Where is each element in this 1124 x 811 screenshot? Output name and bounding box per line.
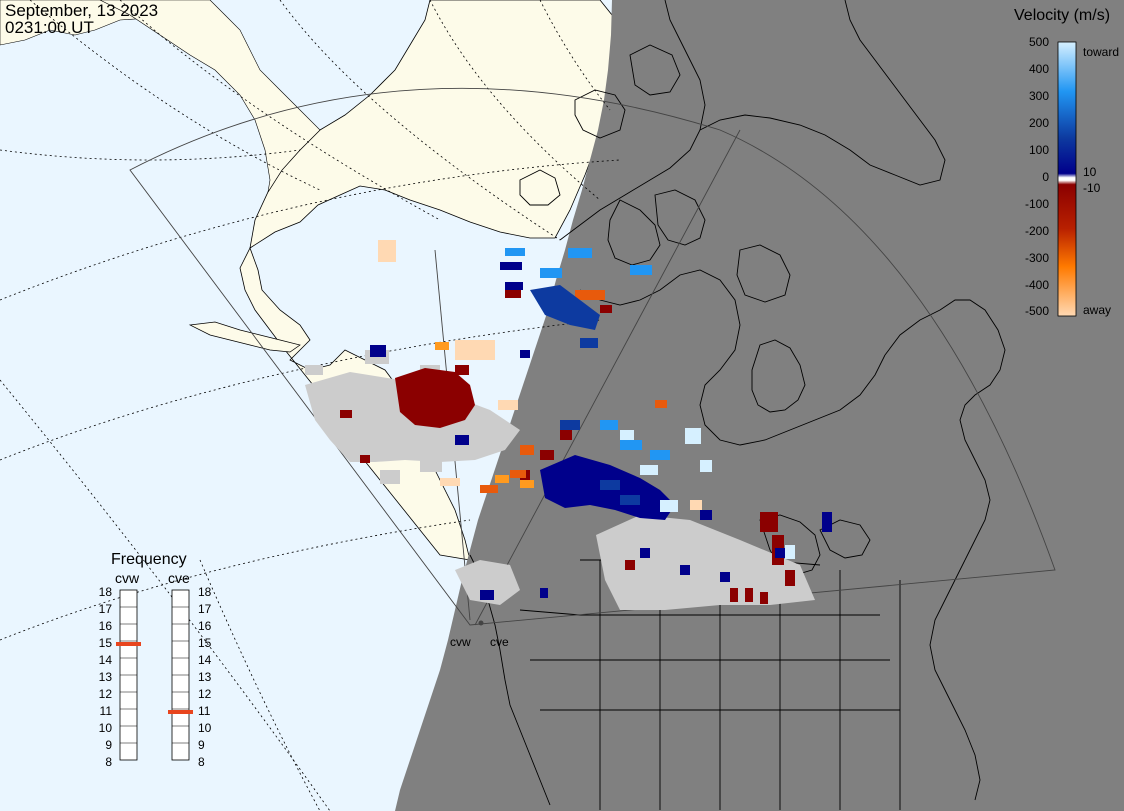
frequency-scale-right: 18 17 16 15 14 13 12 11 10 9 8 — [198, 585, 212, 769]
frequency-tick: 15 — [99, 636, 113, 650]
observation-date: September, 13 2023 — [5, 1, 159, 20]
frequency-tick: 13 — [99, 670, 113, 684]
frequency-radar-cve-label: cve — [168, 570, 190, 586]
aleutian-chain — [188, 321, 301, 353]
echoes-toward-dark — [530, 285, 640, 505]
velocity-tick: -400 — [1025, 278, 1049, 292]
frequency-legend: Frequency cvw cve 18 17 16 15 14 13 12 1… — [99, 551, 212, 769]
frequency-tick: 16 — [198, 619, 212, 633]
lat-lon-grid — [0, 0, 621, 811]
frequency-tick: 17 — [198, 602, 212, 616]
frequency-tick: 10 — [99, 721, 113, 735]
frequency-tick: 14 — [198, 653, 212, 667]
radar-site-cvw-label: cvw — [450, 635, 471, 649]
frequency-marker-cvw — [116, 642, 141, 646]
velocity-tick: 0 — [1042, 170, 1049, 184]
velocity-tick: 400 — [1029, 62, 1049, 76]
frequency-tick: 10 — [198, 721, 212, 735]
frequency-tick: 12 — [99, 687, 113, 701]
frequency-tick: 18 — [198, 585, 212, 599]
russia-coast — [99, 0, 321, 193]
frequency-tick: 11 — [198, 704, 211, 718]
velocity-legend: Velocity (m/s) 500 400 — [1014, 7, 1119, 318]
echoes-away-mid — [480, 290, 667, 493]
velocity-tick: 500 — [1029, 35, 1049, 49]
velocity-tick: 300 — [1029, 89, 1049, 103]
frequency-tick: 15 — [198, 636, 212, 650]
velocity-tick: -500 — [1025, 304, 1049, 318]
velocity-color-bar — [1057, 41, 1077, 317]
frequency-tick: 11 — [100, 704, 113, 718]
echoes-toward-mid — [505, 248, 670, 460]
velocity-tick: 200 — [1029, 116, 1049, 130]
frequency-tick: 16 — [99, 619, 113, 633]
frequency-gridlines — [120, 606, 189, 744]
echoes-away-light — [378, 240, 702, 510]
velocity-tick: 100 — [1029, 143, 1049, 157]
frequency-tick: 14 — [99, 653, 113, 667]
velocity-neg-threshold: -10 — [1083, 181, 1101, 195]
echoes-away-orange — [435, 342, 534, 488]
night-coastlines — [469, 0, 1006, 810]
velocity-tick: -300 — [1025, 251, 1049, 265]
frequency-tick: 8 — [105, 755, 112, 769]
frequency-radar-cvw-label: cvw — [115, 570, 140, 586]
frequency-marker-cve — [168, 710, 193, 714]
frequency-tick: 9 — [105, 738, 112, 752]
radar-site-cve-label: cve — [490, 635, 509, 649]
velocity-legend-title: Velocity (m/s) — [1014, 7, 1110, 24]
velocity-tick: -200 — [1025, 224, 1049, 238]
frequency-tick: 8 — [198, 755, 205, 769]
observation-time: 0231:00 UT — [5, 18, 94, 37]
frequency-tick: 9 — [198, 738, 205, 752]
frequency-tick: 17 — [99, 602, 113, 616]
radar-site-cvw-marker — [478, 620, 484, 626]
velocity-tick-labels: 500 400 300 200 100 0 -100 -200 -300 -40… — [1025, 35, 1049, 318]
velocity-away-label: away — [1083, 303, 1111, 317]
frequency-scale-left: 18 17 16 15 14 13 12 11 10 9 8 — [99, 585, 113, 769]
velocity-tick: -100 — [1025, 197, 1049, 211]
velocity-toward-label: toward — [1083, 45, 1119, 59]
echoes-toward-light — [620, 428, 795, 559]
frequency-legend-title: Frequency — [111, 551, 187, 568]
frequency-tick: 18 — [99, 585, 113, 599]
frequency-tick: 13 — [198, 670, 212, 684]
velocity-pos-threshold: 10 — [1083, 165, 1097, 179]
frequency-tick: 12 — [198, 687, 212, 701]
